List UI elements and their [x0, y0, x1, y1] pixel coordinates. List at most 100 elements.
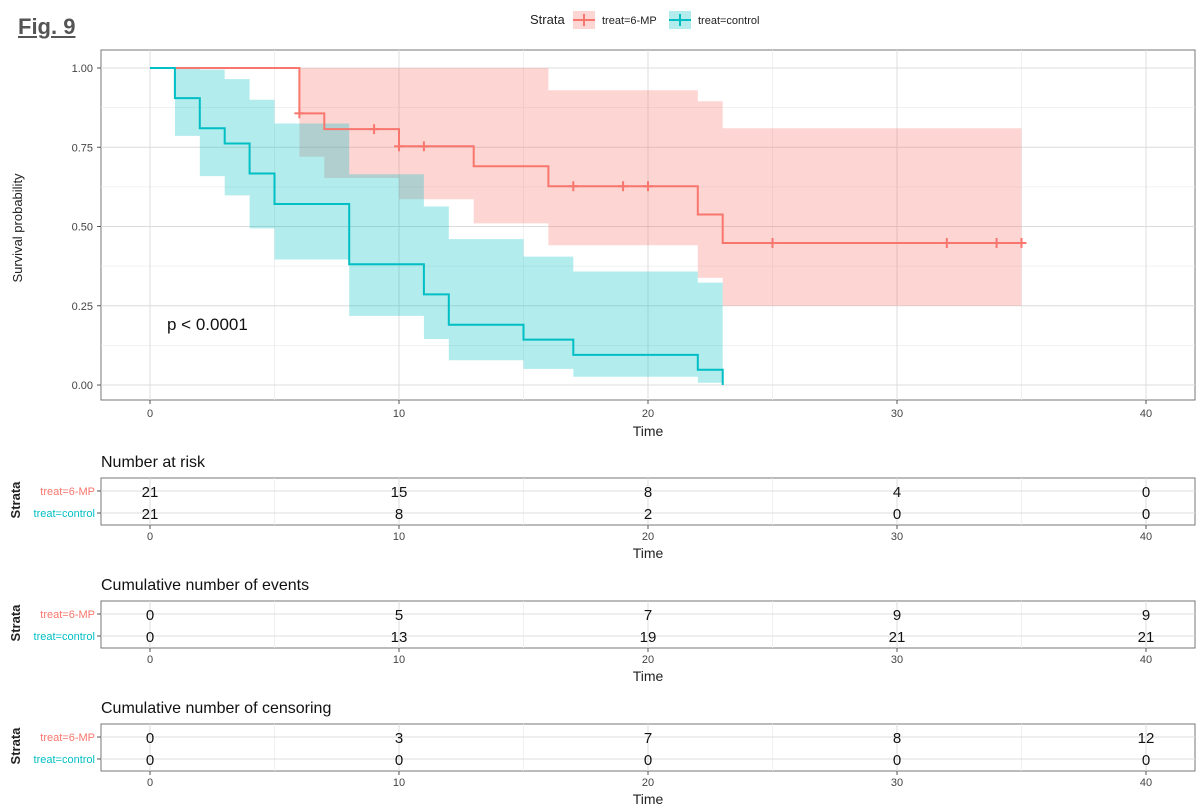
table-x-tick-label: 20 — [642, 777, 654, 789]
legend-title: Strata — [530, 12, 565, 27]
censor-mark-6mp — [941, 237, 952, 248]
table-cell-value: 0 — [644, 752, 652, 769]
confidence-band-control — [150, 68, 723, 385]
table-x-axis-label: Time — [633, 668, 664, 684]
table-x-tick-label: 10 — [393, 777, 405, 789]
survival-curve-6mp — [150, 67, 1022, 244]
table-x-tick-label: 20 — [642, 531, 654, 543]
table-cell-value: 12 — [1138, 730, 1155, 747]
km-x-tick-label: 30 — [891, 408, 903, 420]
table-x-tick-label: 40 — [1140, 654, 1152, 666]
table-x-tick-label: 30 — [891, 654, 903, 666]
table-cell-value: 7 — [644, 607, 652, 624]
km-y-ticks: 0.00 0.25 0.50 0.75 1.00 — [72, 63, 101, 392]
table-title: Cumulative number of censoring — [101, 700, 331, 717]
table-row-label-control: treat=control — [34, 754, 95, 766]
table-x-tick-label: 10 — [393, 531, 405, 543]
km-gridlines — [101, 50, 1195, 400]
censor-mark-6mp — [618, 181, 629, 192]
table-cell-value: 21 — [889, 629, 906, 646]
table-strata-axis-label: Strata — [8, 481, 23, 519]
table-row-label-control: treat=control — [34, 631, 95, 643]
table-x-tick-label: 40 — [1140, 531, 1152, 543]
table-cell-value: 19 — [640, 629, 657, 646]
km-survival-curves — [150, 67, 1022, 385]
table-x-tick-label: 0 — [147, 777, 153, 789]
table-title: Number at risk — [101, 454, 206, 471]
censor-mark-6mp — [643, 181, 653, 192]
table-strata-axis-label: Strata — [8, 604, 23, 642]
km-y-tick-label: 0.75 — [72, 142, 93, 154]
table-row-label-control: treat=control — [34, 508, 95, 520]
km-y-tick-label: 0.50 — [72, 222, 93, 234]
table-cell-value: 0 — [395, 752, 403, 769]
table-cell-value: 0 — [146, 629, 154, 646]
table-cell-value: 0 — [146, 752, 154, 769]
table-cell-value: 7 — [644, 730, 652, 747]
table-x-tick-label: 30 — [891, 531, 903, 543]
table-cell-value: 0 — [146, 607, 154, 624]
censor-mark-6mp — [418, 141, 429, 152]
table-cumulative-events: Cumulative number of events Strata treat=6… — [8, 577, 1196, 684]
table-x-tick-label: 30 — [891, 777, 903, 789]
table-x-tick-label: 40 — [1140, 777, 1152, 789]
censor-mark-6mp — [991, 237, 1002, 248]
table-cell-value: 0 — [1142, 752, 1150, 769]
km-x-tick-label: 40 — [1140, 408, 1152, 420]
table-cell-value: 9 — [893, 607, 901, 624]
table-cell-value: 4 — [893, 484, 901, 501]
table-strata-axis-label: Strata — [8, 727, 23, 765]
km-y-axis-label: Survival probability — [10, 173, 25, 283]
censor-mark-6mp — [1016, 237, 1027, 248]
table-cumulative-censoring: Cumulative number of censoring Strata trea… — [8, 700, 1196, 806]
censor-mark-6mp — [568, 181, 579, 192]
table-x-axis-label: Time — [633, 545, 664, 561]
censor-mark-6mp — [369, 124, 380, 135]
table-cell-value: 0 — [893, 506, 901, 523]
km-censor-marks — [294, 108, 1027, 248]
km-x-tick-label: 10 — [393, 408, 405, 420]
table-x-axis-label: Time — [633, 791, 664, 806]
table-cell-value: 21 — [1138, 629, 1155, 646]
km-y-tick-label: 0.00 — [72, 380, 93, 392]
table-x-tick-label: 10 — [393, 654, 405, 666]
censor-mark-6mp — [294, 108, 305, 119]
legend-label-control: treat=control — [698, 15, 759, 27]
table-cell-value: 8 — [893, 730, 901, 747]
censor-mark-6mp — [767, 237, 778, 248]
table-row-label-6mp: treat=6-MP — [40, 486, 95, 498]
table-x-tick-label: 0 — [147, 531, 153, 543]
km-plot: 0.00 0.25 0.50 0.75 1.00 0 10 20 30 40 p < 0.000… — [10, 49, 1196, 439]
table-cell-value: 21 — [142, 506, 159, 523]
legend-label-6mp: treat=6-MP — [602, 15, 657, 27]
table-cell-value: 0 — [1142, 484, 1150, 501]
table-title: Cumulative number of events — [101, 577, 309, 594]
km-x-tick-label: 0 — [147, 408, 153, 420]
table-cell-value: 0 — [893, 752, 901, 769]
table-cell-value: 9 — [1142, 607, 1150, 624]
table-cell-value: 0 — [1142, 506, 1150, 523]
table-row-label-6mp: treat=6-MP — [40, 732, 95, 744]
figure-label: Fig. 9 — [18, 14, 76, 39]
p-value-annotation: p < 0.0001 — [167, 315, 248, 334]
censor-mark-6mp — [394, 141, 404, 152]
km-x-tick-label: 20 — [642, 408, 654, 420]
table-cell-value: 8 — [644, 484, 652, 501]
table-cell-value: 8 — [395, 506, 403, 523]
table-cell-value: 2 — [644, 506, 652, 523]
table-cell-value: 3 — [395, 730, 403, 747]
table-x-tick-label: 20 — [642, 654, 654, 666]
legend: Strata treat=6-MP treat=control — [530, 11, 759, 29]
km-y-tick-label: 1.00 — [72, 63, 93, 75]
table-cell-value: 0 — [146, 730, 154, 747]
table-cell-value: 5 — [395, 607, 403, 624]
table-cell-value: 21 — [142, 484, 159, 501]
km-x-ticks: 0 10 20 30 40 — [147, 400, 1152, 420]
table-cell-value: 15 — [391, 484, 408, 501]
km-x-axis-label: Time — [633, 423, 664, 439]
survival-curve-control — [150, 67, 724, 385]
table-row-label-6mp: treat=6-MP — [40, 609, 95, 621]
km-y-tick-label: 0.25 — [72, 301, 93, 313]
